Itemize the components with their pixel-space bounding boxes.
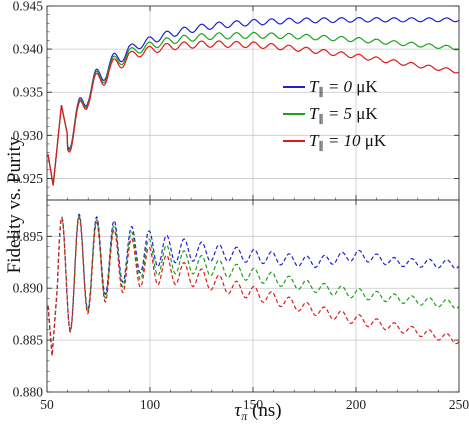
y-tick-label: 0.930 <box>13 128 44 143</box>
y-tick-label: 0.890 <box>13 281 44 296</box>
y-tick-label: 0.880 <box>13 385 44 400</box>
series-line-upper-2 <box>47 40 460 186</box>
series-line-upper-1 <box>47 31 460 186</box>
y-tick-label: 0.885 <box>13 333 44 348</box>
legend-subscript: ∥ <box>318 86 323 99</box>
x-tick-label: 100 <box>140 397 161 412</box>
x-tick-label: 200 <box>346 397 367 412</box>
legend-entry-0: T∥ = 0 μK <box>309 77 378 99</box>
upper-panel: 0.925 0.930 0.935 0.940 0.945 <box>13 0 460 201</box>
legend-prefix: T <box>309 104 320 123</box>
y-tick-label: 0.895 <box>13 229 44 244</box>
grid <box>47 200 459 392</box>
y-tick-label: 0.935 <box>13 85 44 100</box>
series-line-lower-0 <box>47 213 460 356</box>
y-tick-label: 0.945 <box>13 0 44 14</box>
y-tick-label: 0.925 <box>13 171 44 186</box>
legend-value: = 0 <box>324 77 357 96</box>
legend-unit: μK <box>356 104 378 123</box>
series-line-upper-0 <box>47 16 460 186</box>
legend-subscript: ∥ <box>318 140 323 153</box>
legend-value: = 10 <box>324 131 365 150</box>
y-tick-label: 0.940 <box>13 42 44 57</box>
x-axis-title: τπ (ns) <box>234 400 281 423</box>
grid <box>47 6 459 200</box>
x-tick-label: 250 <box>449 397 469 412</box>
legend-prefix: T <box>309 77 320 96</box>
lower-panel: 0.880 0.885 0.890 0.895 50 100 150 200 250 <box>13 199 469 412</box>
legend-value: = 5 <box>324 104 357 123</box>
x-tick-label: 50 <box>40 397 54 412</box>
legend-prefix: T <box>309 131 320 150</box>
legend-subscript: ∥ <box>318 113 323 126</box>
x-axis-subscript: π <box>241 409 248 423</box>
legend-unit: μK <box>356 77 378 96</box>
x-tick-label: 150 <box>243 397 264 412</box>
y-axis-title: Fidelity vs. Purity <box>4 136 25 273</box>
series-line-lower-2 <box>47 216 460 356</box>
x-axis-unit: (ns) <box>247 400 281 421</box>
legend-entry-1: T∥ = 5 μK <box>309 104 378 126</box>
x-axis-symbol: τ <box>234 400 242 421</box>
legend-unit: μK <box>365 131 387 150</box>
legend: T∥ = 0 μKT∥ = 5 μKT∥ = 10 μK <box>283 77 387 153</box>
series-line-lower-1 <box>47 215 460 356</box>
legend-entry-2: T∥ = 10 μK <box>309 131 387 153</box>
